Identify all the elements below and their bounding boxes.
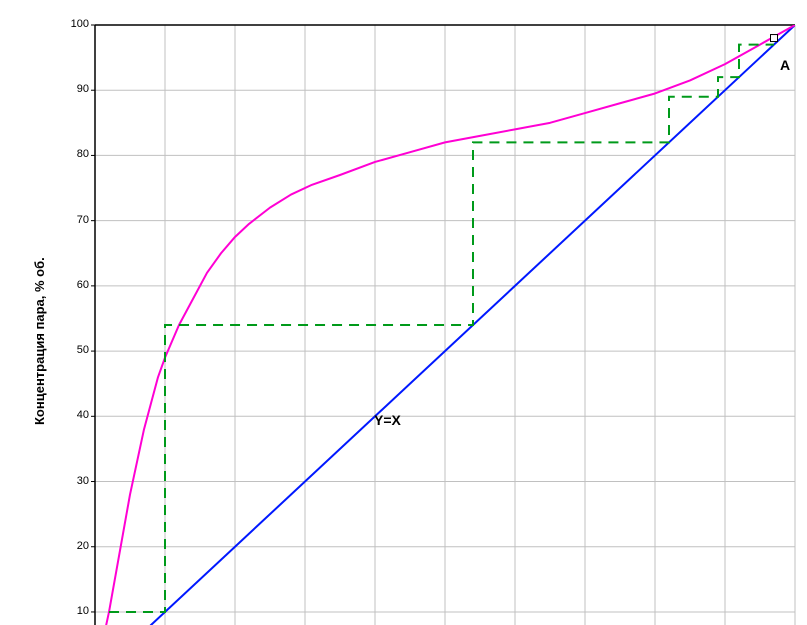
y-tick-70: 70 [59, 214, 89, 226]
y-tick-30: 30 [59, 475, 89, 487]
annotation-A: A [780, 57, 790, 73]
y-tick-20: 20 [59, 540, 89, 552]
y-tick-60: 60 [59, 279, 89, 291]
point-marker-A [771, 35, 778, 42]
chart-canvas: Концентрация пара, % об. 102030405060708… [0, 0, 807, 625]
y-tick-50: 50 [59, 344, 89, 356]
annotation-yx: Y=X [374, 412, 401, 428]
plot-svg [0, 0, 807, 625]
y-tick-100: 100 [59, 18, 89, 30]
y-tick-40: 40 [59, 409, 89, 421]
y-tick-10: 10 [59, 605, 89, 617]
y-tick-90: 90 [59, 83, 89, 95]
y-tick-80: 80 [59, 148, 89, 160]
